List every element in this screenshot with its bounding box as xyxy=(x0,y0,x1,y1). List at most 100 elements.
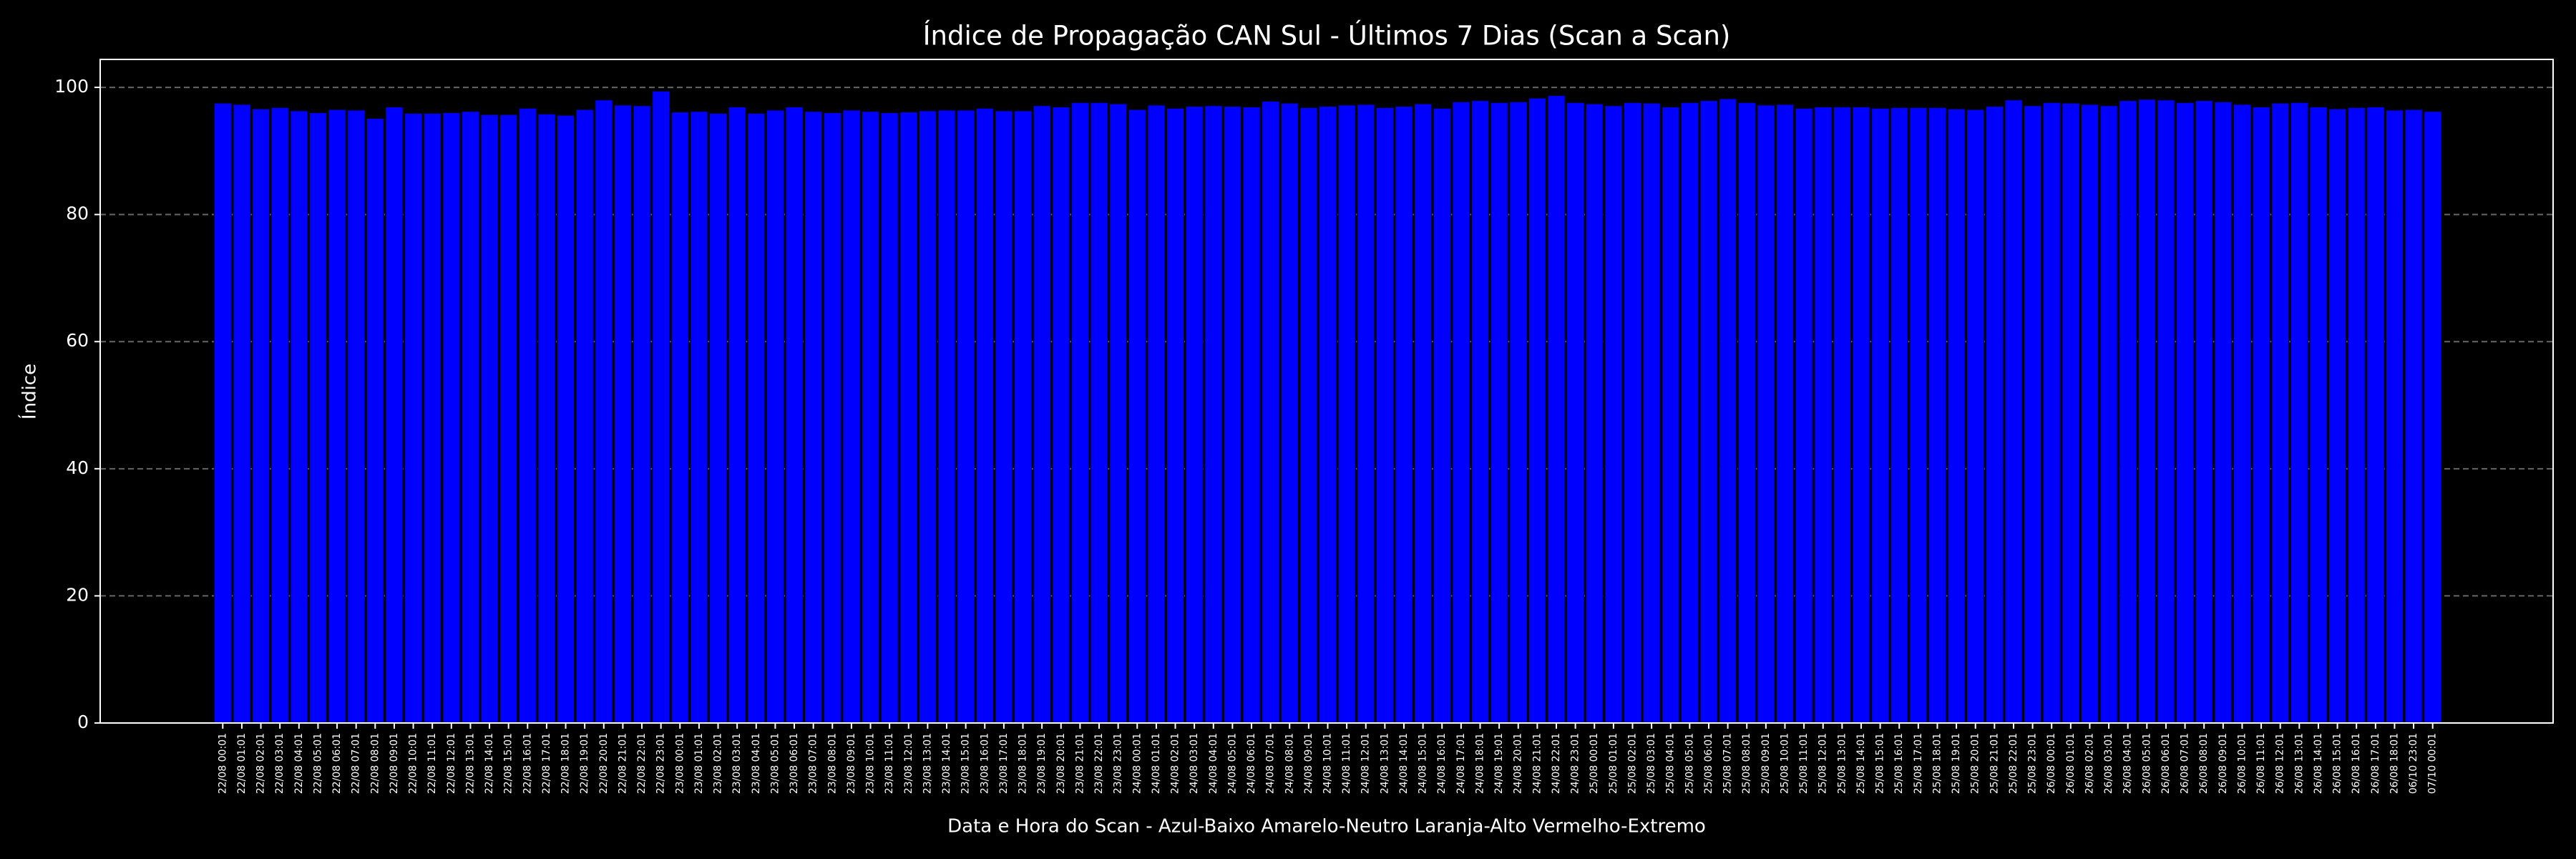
x-tick-label: 07/10 00:01 xyxy=(2427,733,2439,794)
x-tick-label: 24/08 23:01 xyxy=(1570,733,1581,794)
x-tick-label: 25/08 02:01 xyxy=(1626,733,1638,794)
x-tick-label: 23/08 14:01 xyxy=(941,733,952,794)
bar xyxy=(899,112,918,724)
bar xyxy=(957,110,975,724)
x-tick-label: 22/08 01:01 xyxy=(236,733,248,794)
x-tick-label: 25/08 20:01 xyxy=(1970,733,1981,794)
x-tick-label: 24/08 22:01 xyxy=(1551,733,1562,794)
bar xyxy=(2385,110,2404,724)
bar xyxy=(1737,102,1756,724)
x-tick-label: 24/08 17:01 xyxy=(1455,733,1467,794)
x-tick-label: 25/08 21:01 xyxy=(1989,733,2000,794)
x-tick-label: 24/08 02:01 xyxy=(1170,733,1181,794)
bar xyxy=(2042,102,2061,724)
x-tick-label: 23/08 17:01 xyxy=(998,733,1010,794)
bar xyxy=(1299,107,1318,724)
bar xyxy=(1185,106,1204,724)
bar xyxy=(252,108,270,724)
bar xyxy=(1757,105,1775,724)
bar xyxy=(1966,109,1985,724)
bar xyxy=(347,110,366,724)
x-tick-label: 23/08 18:01 xyxy=(1018,733,1029,794)
bar xyxy=(804,111,823,724)
bar xyxy=(1909,107,1928,724)
x-tick-label: 24/08 06:01 xyxy=(1246,733,1257,794)
x-tick-label: 24/08 20:01 xyxy=(1513,733,1524,794)
y-tick-label: 40 xyxy=(66,457,89,478)
bar xyxy=(995,110,1013,724)
x-tick-label: 23/08 15:01 xyxy=(960,733,972,794)
bar xyxy=(2271,102,2290,724)
x-tick-label: 23/08 00:01 xyxy=(674,733,686,794)
bar xyxy=(537,113,556,724)
x-tick-label: 24/08 16:01 xyxy=(1436,733,1448,794)
bar xyxy=(1109,103,1128,724)
bar xyxy=(2366,107,2385,724)
bar xyxy=(2328,108,2347,724)
bar xyxy=(1604,105,1623,724)
x-tick-label: 22/08 13:01 xyxy=(464,733,476,794)
x-tick-label: 23/08 22:01 xyxy=(1093,733,1105,794)
bar xyxy=(1090,102,1108,724)
bar xyxy=(1528,97,1546,724)
x-tick-label: 24/08 08:01 xyxy=(1284,733,1295,794)
x-tick-label: 26/08 14:01 xyxy=(2313,733,2324,794)
bar xyxy=(404,112,423,724)
x-tick-label: 22/08 05:01 xyxy=(312,733,323,794)
bar xyxy=(1642,102,1661,724)
bar xyxy=(785,107,804,724)
x-tick-label: 22/08 20:01 xyxy=(598,733,610,794)
bar xyxy=(880,112,899,724)
x-tick-label: 23/08 11:01 xyxy=(884,733,895,794)
x-tick-label: 25/08 01:01 xyxy=(1608,733,1619,794)
x-tick-label: 22/08 17:01 xyxy=(541,733,552,794)
x-tick-label: 26/08 17:01 xyxy=(2370,733,2381,794)
bar xyxy=(1223,106,1241,724)
bar xyxy=(862,111,880,724)
x-tick-label: 25/08 23:01 xyxy=(2027,733,2039,794)
x-tick-label: 23/08 21:01 xyxy=(1074,733,1085,794)
x-tick-label: 23/08 04:01 xyxy=(751,733,762,794)
bar xyxy=(1242,107,1261,724)
x-tick-label: 26/08 15:01 xyxy=(2332,733,2343,794)
x-tick-label: 23/08 19:01 xyxy=(1036,733,1048,794)
bar xyxy=(766,110,784,724)
x-tick-label: 26/08 09:01 xyxy=(2218,733,2229,794)
bar xyxy=(423,112,441,724)
x-tick-label: 23/08 01:01 xyxy=(693,733,705,794)
x-tick-label: 22/08 00:01 xyxy=(217,733,228,794)
x-tick-label: 23/08 16:01 xyxy=(979,733,990,794)
x-tick-label: 25/08 16:01 xyxy=(1893,733,1905,794)
bar xyxy=(442,112,461,724)
x-tick-label: 25/08 09:01 xyxy=(1760,733,1772,794)
x-tick-label: 24/08 10:01 xyxy=(1322,733,1334,794)
bar xyxy=(2004,100,2023,724)
x-tick-label: 25/08 22:01 xyxy=(2008,733,2019,794)
bar xyxy=(1680,102,1699,724)
x-tick-label: 22/08 10:01 xyxy=(408,733,419,794)
x-tick-label: 23/08 06:01 xyxy=(789,733,800,794)
bar xyxy=(270,107,289,724)
bar xyxy=(652,90,670,724)
bar xyxy=(213,102,232,724)
x-tick-label: 24/08 21:01 xyxy=(1531,733,1543,794)
bar xyxy=(1147,105,1166,724)
bar xyxy=(1547,95,1566,724)
x-tick-label: 26/08 08:01 xyxy=(2198,733,2210,794)
x-tick-label: 26/08 11:01 xyxy=(2255,733,2267,794)
x-tick-label: 22/08 18:01 xyxy=(560,733,572,794)
x-tick-label: 22/08 14:01 xyxy=(484,733,495,794)
x-tick-label: 26/08 03:01 xyxy=(2103,733,2114,794)
bar xyxy=(728,107,746,724)
x-tick-label: 22/08 22:01 xyxy=(636,733,648,794)
x-tick-label: 25/08 15:01 xyxy=(1875,733,1886,794)
bar xyxy=(709,112,728,724)
bar xyxy=(1699,100,1718,724)
bar xyxy=(690,111,708,724)
y-tick-label: 100 xyxy=(54,76,89,97)
bar xyxy=(2290,102,2308,724)
bar xyxy=(1833,107,1851,724)
bar xyxy=(633,105,651,724)
bar xyxy=(2252,107,2270,724)
